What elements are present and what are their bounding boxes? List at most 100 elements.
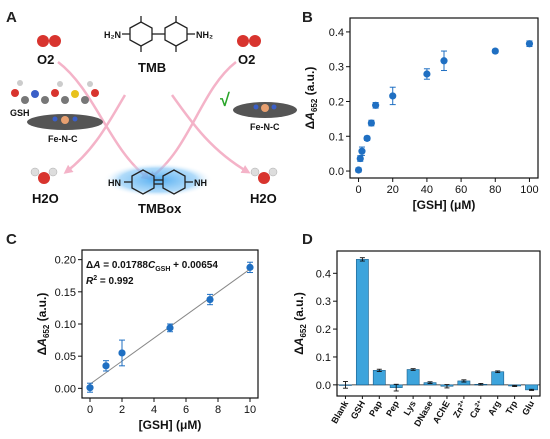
o2-label-right: O2	[238, 52, 255, 67]
chart-b-plot-frame	[349, 17, 539, 179]
chart-d-category-label-6: AChE	[431, 399, 452, 425]
fenc-catalyst-left-icon	[27, 114, 103, 130]
chart-d-ytick-label-1: 0.1	[316, 352, 331, 364]
chart-b-point-5	[372, 101, 380, 109]
chart-b-ytick-label-1: 0.1	[329, 131, 344, 143]
fenc-catalyst-right-icon	[233, 102, 297, 118]
chart-b: 0 20 40 60 80 100 0.0 0.1 0.2 0.3 0.4 [GSH] (μM) ΔA6…	[303, 17, 539, 212]
chart-c-ylabel: ΔA652 (a.u.)	[35, 293, 51, 356]
fenc-label-left: Fe-N-C	[48, 134, 78, 144]
tmbox-nh-left: HN	[108, 178, 121, 188]
panel-letter-b: B	[302, 9, 313, 26]
chart-c-point-2	[118, 349, 126, 357]
chart-c-xtick-label-5: 10	[244, 404, 256, 416]
chart-b-point-8	[440, 57, 448, 65]
chart-b-point-4	[367, 119, 375, 127]
h2o-molecule-right-icon	[250, 167, 278, 184]
chart-b-point-9	[491, 47, 499, 55]
chart-b-xtick-label-5: 100	[520, 184, 538, 196]
o2-label-left: O2	[37, 52, 54, 67]
tmb-label: TMB	[138, 60, 166, 75]
chart-d-bar-9	[491, 371, 505, 386]
o2-molecule-right-icon	[237, 35, 261, 47]
tmb-nh2-left: H₂N	[104, 30, 121, 40]
chart-d-category-label-9: Arg	[486, 399, 502, 417]
chart-c-xlabel: [GSH] (μM)	[139, 418, 202, 432]
h2o-label-left: H2O	[32, 191, 59, 206]
chart-d-ytick-label-3: 0.3	[316, 296, 331, 308]
gsh-label: GSH	[10, 108, 30, 118]
chart-c-r2: R2 = 0.992	[86, 275, 134, 287]
chart-b-ytick-label-3: 0.3	[329, 62, 344, 74]
panel-letter-d: D	[302, 231, 313, 248]
chart-c-ytick-label-0: 0.00	[55, 383, 76, 395]
panel-a: A O2 O2 H₂N NH₂ TMB	[6, 9, 297, 216]
fenc-label-right: Fe-N-C	[250, 122, 280, 132]
h2o-label-right: H2O	[250, 191, 277, 206]
chart-b-point-2	[358, 147, 366, 155]
chart-d-ylabel: ΔA652 (a.u.)	[292, 292, 308, 355]
panel-c: C 0 2 4 6 8 10 0.00 0.05 0.10 0.15 0.20 [GSH] (μM) Δ…	[6, 231, 259, 432]
chart-b-point-7	[423, 70, 431, 78]
chart-b-point-6	[389, 92, 397, 100]
chart-d-category-label-3: Pep	[384, 399, 401, 419]
chart-b-xtick-label-1: 20	[387, 184, 399, 196]
chart-d-plot-frame	[336, 250, 541, 397]
chart-d-category-label-10: Trp	[504, 399, 520, 417]
panel-letter-a: A	[6, 9, 17, 26]
chart-c-point-1	[102, 362, 110, 370]
gsh-molecule-icon	[11, 80, 99, 104]
tmb-nh2-right: NH₂	[196, 30, 213, 40]
chart-b-ytick-label-2: 0.2	[329, 96, 344, 108]
chart-d-category-label-7: Zn2+	[451, 399, 469, 420]
arrow-h2o-left	[63, 94, 127, 174]
chart-d-category-label-8: Ca2+	[468, 399, 486, 420]
chart-d-bar-1	[355, 259, 369, 386]
tmbox-molecule-icon	[124, 169, 193, 195]
panel-letter-c: C	[6, 231, 17, 248]
chart-d-ytick-label-0: 0.0	[316, 380, 331, 392]
chart-c-equation: ΔA = 0.01788CGSH + 0.00654	[86, 260, 218, 273]
chart-b-point-1	[356, 154, 364, 163]
chart-c-ytick-label-1: 0.05	[55, 351, 76, 363]
chart-c-xtick-label-2: 4	[151, 404, 157, 416]
h2o-molecule-left-icon	[30, 167, 58, 184]
chart-c-xtick-label-3: 6	[183, 404, 189, 416]
chart-b-point-10	[525, 40, 534, 48]
chart-c-ytick-label-3: 0.15	[55, 287, 76, 299]
chart-c-ytick-label-4: 0.20	[55, 255, 76, 267]
chart-b-xtick-label-0: 0	[355, 184, 361, 196]
chart-d-bar-2	[372, 370, 386, 386]
chart-b-point-3	[363, 134, 371, 142]
chart-c-point-3	[166, 324, 174, 332]
chart-d-category-label-2: Pap	[367, 399, 384, 419]
tmbox-nh-right: NH	[194, 178, 207, 188]
chart-b-point-0	[354, 166, 363, 174]
chart-b-ytick-label-0: 0.0	[329, 166, 344, 178]
tmb-molecule-icon	[122, 16, 195, 52]
chart-c-point-5	[246, 263, 254, 271]
chart-c-ytick-label-2: 0.10	[55, 319, 76, 331]
chart-b-ytick-label-4: 0.4	[329, 27, 344, 39]
chart-c-point-0	[86, 384, 94, 392]
chart-d-category-label-4: Lys	[402, 399, 418, 417]
chart-d-bar-4	[406, 369, 420, 386]
chart-b-xtick-label-4: 80	[489, 184, 501, 196]
chart-b-ylabel: ΔA652 (a.u.)	[303, 67, 319, 130]
chart-d-category-label-11: Glu	[520, 399, 536, 417]
chart-d-category-label-1: GSH	[349, 399, 367, 421]
o2-molecule-left-icon	[37, 35, 61, 47]
chart-d-ytick-label-4: 0.4	[316, 268, 331, 280]
chart-c-xtick-label-4: 8	[215, 404, 221, 416]
tmbox-label: TMBox	[138, 201, 182, 216]
chart-b-xlabel: [GSH] (μM)	[413, 198, 476, 212]
chart-c-xtick-label-1: 2	[119, 404, 125, 416]
chart-b-xtick-label-2: 40	[421, 184, 433, 196]
panel-b: B 0 20 40 60 80 100 0.0 0.1 0.2 0.3 0.4 [GSH] (μM) Δ…	[302, 9, 539, 212]
check-icon: √	[220, 90, 230, 110]
arrow-h2o-right	[170, 94, 251, 174]
arrow-o2-right	[147, 61, 237, 180]
chart-b-xtick-label-3: 60	[455, 184, 467, 196]
